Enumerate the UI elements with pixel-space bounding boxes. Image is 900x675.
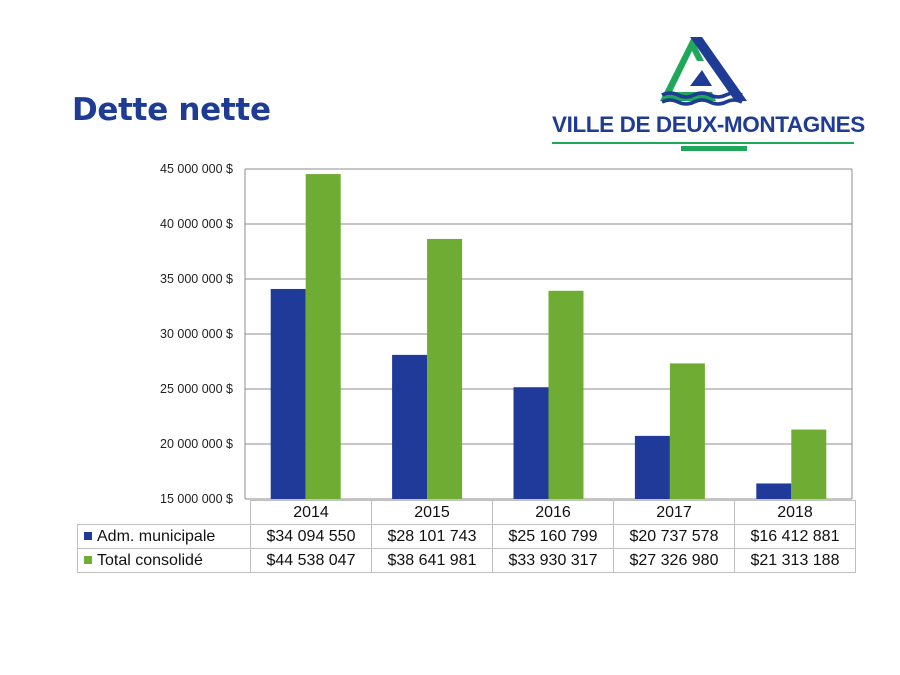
city-logo: VILLE DE DEUX-MONTAGNES [552, 34, 865, 154]
table-category: 2017 [613, 500, 735, 525]
table-header-row: 2014 2015 2016 2017 2018 [77, 500, 856, 525]
logo-divider [552, 142, 854, 144]
table-cell: $34 094 550 [250, 524, 372, 549]
bar-total-consolide [427, 238, 463, 499]
table-row: Adm. municipale $34 094 550 $28 101 743 … [77, 524, 856, 549]
y-tick-label: 35 000 000 $ [160, 272, 233, 286]
table-category: 2018 [734, 500, 856, 525]
logo-accent-bar [681, 146, 747, 151]
table-cell: $25 160 799 [492, 524, 614, 549]
bar-adm-municipale [634, 435, 670, 499]
bar-adm-municipale [392, 354, 428, 499]
table-cell: $21 313 188 [734, 548, 856, 573]
y-tick-label: 45 000 000 $ [160, 162, 233, 176]
y-tick-label: 30 000 000 $ [160, 327, 233, 341]
series-name: Adm. municipale [97, 527, 216, 545]
table-cell: $16 412 881 [734, 524, 856, 549]
table-category: 2016 [492, 500, 614, 525]
bar-adm-municipale [756, 483, 792, 499]
logo-text: VILLE DE DEUX-MONTAGNES [552, 112, 865, 137]
bar-adm-municipale [270, 288, 306, 499]
table-cell: $28 101 743 [371, 524, 493, 549]
bar-total-consolide [548, 290, 584, 499]
y-tick-label: 25 000 000 $ [160, 382, 233, 396]
table-row: Total consolidé $44 538 047 $38 641 981 … [77, 548, 856, 573]
table-corner [77, 500, 251, 525]
table-category: 2015 [371, 500, 493, 525]
bar-total-consolide [791, 429, 827, 499]
y-tick-label: 40 000 000 $ [160, 217, 233, 231]
bar-total-consolide [669, 363, 705, 499]
bar-adm-municipale [513, 387, 549, 499]
page-title: Dette nette [72, 92, 271, 128]
bar-total-consolide [305, 174, 341, 499]
mountain-logo-icon [660, 37, 747, 106]
table-category: 2014 [250, 500, 372, 525]
table-cell: $20 737 578 [613, 524, 735, 549]
table-cell: $33 930 317 [492, 548, 614, 573]
legend-swatch [84, 531, 92, 540]
data-table: 2014 2015 2016 2017 2018 Adm. municipale… [77, 500, 856, 573]
table-cell: $27 326 980 [613, 548, 735, 573]
y-tick-label: 20 000 000 $ [160, 437, 233, 451]
legend-swatch [84, 555, 92, 564]
series-name: Total consolidé [97, 551, 203, 569]
legend-entry: Total consolidé [77, 548, 251, 573]
table-cell: $38 641 981 [371, 548, 493, 573]
table-cell: $44 538 047 [250, 548, 372, 573]
legend-entry: Adm. municipale [77, 524, 251, 549]
